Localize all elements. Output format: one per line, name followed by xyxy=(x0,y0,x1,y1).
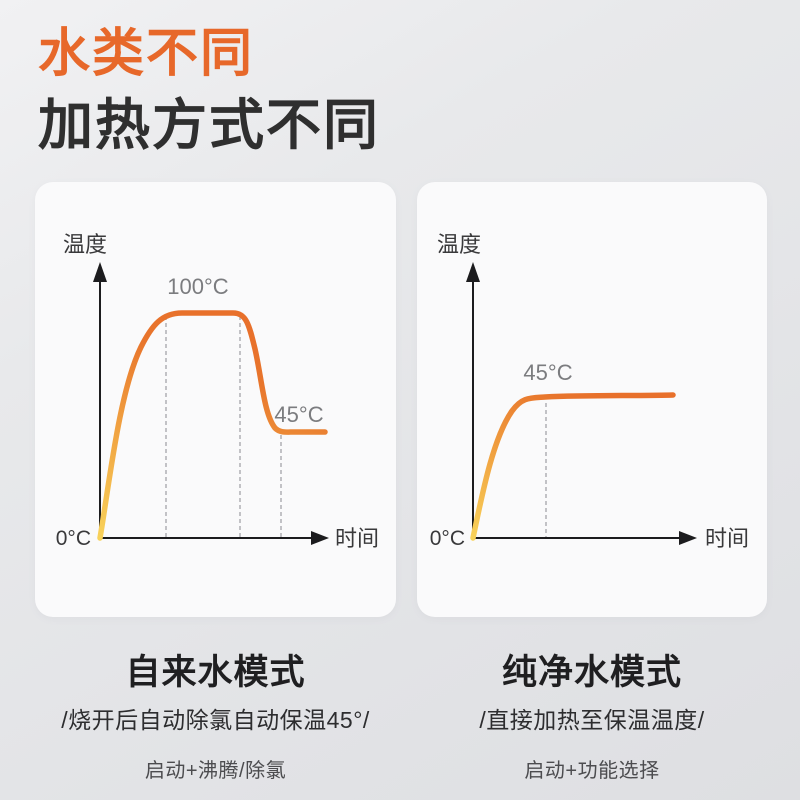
tap-water-mode-description: /烧开后自动除氯自动保温45°/ xyxy=(61,707,370,733)
tap-water-chart: 温度 时间 0°C 100°C 45°C xyxy=(56,232,379,551)
y-axis-label: 温度 xyxy=(63,232,107,257)
x-axis-label: 时间 xyxy=(335,526,379,551)
y-axis-arrow-icon xyxy=(466,262,480,282)
peak-temp-label: 100°C xyxy=(167,274,229,299)
pure-water-mode-steps: 启动+功能选择 xyxy=(524,760,660,782)
pure-water-chart-card: 温度 时间 0°C 45°C xyxy=(417,182,767,617)
temperature-curve xyxy=(97,310,328,541)
x-axis-label: 时间 xyxy=(705,526,749,551)
hold-temp-label: 45°C xyxy=(274,402,323,427)
origin-label: 0°C xyxy=(56,527,91,550)
pure-water-chart: 温度 时间 0°C 45°C xyxy=(430,232,749,551)
page-title-line-1: 水类不同 xyxy=(38,25,255,83)
tap-water-mode-steps: 启动+沸腾/除氯 xyxy=(144,760,287,782)
y-axis-arrow-icon xyxy=(93,262,107,282)
hold-temp-label: 45°C xyxy=(523,360,572,385)
pure-water-mode-description: /直接加热至保温温度/ xyxy=(479,707,705,733)
x-axis-arrow-icon xyxy=(311,531,329,545)
x-axis-arrow-icon xyxy=(679,531,697,545)
page-title-line-2: 加热方式不同 xyxy=(38,94,381,156)
origin-label: 0°C xyxy=(430,527,465,550)
temperature-curve xyxy=(470,392,676,541)
pure-water-mode-title: 纯净水模式 xyxy=(501,653,682,692)
y-axis-label: 温度 xyxy=(437,232,481,257)
tap-water-chart-card: 温度 时间 0°C 100°C 45°C xyxy=(35,182,396,617)
tap-water-mode-title: 自来水模式 xyxy=(125,653,306,692)
